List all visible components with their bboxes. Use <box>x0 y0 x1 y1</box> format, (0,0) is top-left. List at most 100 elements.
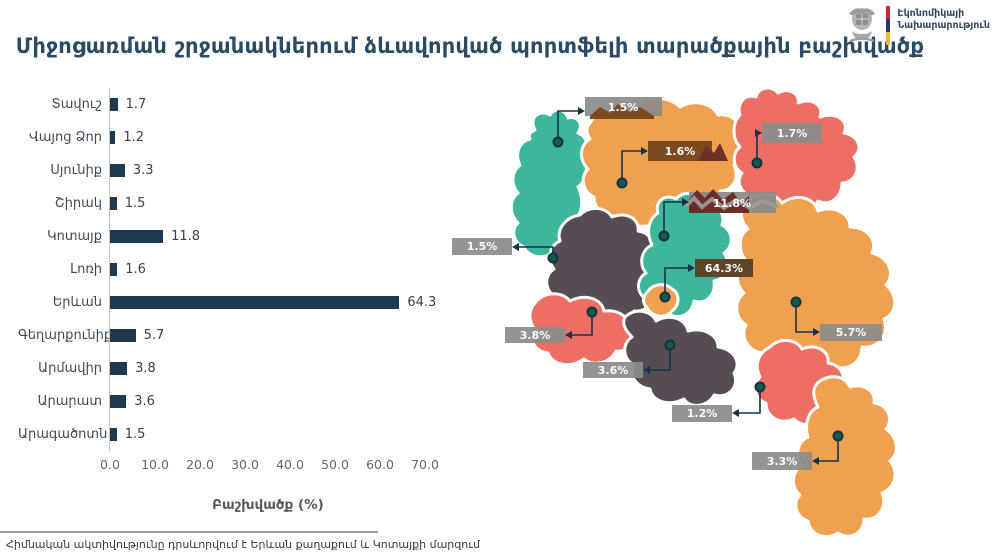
bar-category-label: Տավուշ <box>51 97 102 112</box>
x-axis-ticks: 0.0 10.0 20.0 30.0 40.0 50.0 60.0 70.0 <box>100 457 448 475</box>
x-tick-label: 60.0 <box>366 457 394 472</box>
map-label-box-armavir <box>505 327 565 343</box>
bar-category-label: Արարատ <box>37 394 102 409</box>
map-label-box-gegharkunik <box>820 324 882 341</box>
bar-track: 1.6 <box>109 253 448 286</box>
bar-row: Գեղարքունիք 5.7 <box>18 319 448 352</box>
bar-value-label: 1.5 <box>124 427 146 442</box>
region-dot-markers <box>547 136 844 442</box>
bar-track: 3.3 <box>109 154 448 187</box>
x-tick-label: 0.0 <box>100 457 120 472</box>
map-label-gegharkunik: 5.7% <box>836 326 867 339</box>
bar-row: Արմավիր 3.8 <box>18 352 448 385</box>
x-tick-label: 50.0 <box>321 457 349 472</box>
regional-bar-chart: Տավուշ 1.7 Վայոց Ձոր 1.2 Սյունիք 3.3 Շիրակ 1.5 Կ… <box>18 88 448 513</box>
bar-value-label: 3.8 <box>135 361 156 376</box>
map-label-syunik: 3.3% <box>767 455 798 468</box>
footnote: Հիմնական ակտիվությունը դրսևորվում է Երևա… <box>6 538 480 551</box>
bar-rows: Տավուշ 1.7 Վայոց Ձոր 1.2 Սյունիք 3.3 Շիրակ 1.5 Կ… <box>18 88 448 451</box>
map-label-box-aragatsotn <box>452 238 512 255</box>
x-tick-label: 40.0 <box>276 457 304 472</box>
x-tick-label: 10.0 <box>141 457 169 472</box>
map-label-armavir: 3.8% <box>520 329 551 342</box>
ministry-logo-block: Էկոնոմիկայի Նախարարություն <box>845 4 990 46</box>
bar <box>110 98 118 111</box>
map-label-yerevan: 64.3% <box>705 262 743 275</box>
map-label-vayots-dzor: 1.2% <box>687 407 718 420</box>
map-label-tavush: 1.7% <box>777 127 808 140</box>
bar-category-label: Երևան <box>52 295 102 310</box>
bar-value-label: 1.2 <box>123 130 145 145</box>
page-title: Միջոցառման շրջանակներում ձևավորված պորտֆ… <box>15 34 925 58</box>
map-label-shirak: 1.5% <box>608 101 639 114</box>
map-label-box-tavush <box>762 123 822 143</box>
bar-value-label: 5.7 <box>143 328 165 343</box>
bar-track: 3.8 <box>109 352 448 385</box>
mountain-decoration <box>590 104 779 213</box>
bar <box>110 296 400 309</box>
bar-row: Շիրակ 1.5 <box>18 187 448 220</box>
bar-category-label: Շիրակ <box>54 196 102 211</box>
bar-row: Սյունիք 3.3 <box>18 154 448 187</box>
bar-row: Կոտայք 11.8 <box>18 220 448 253</box>
map-label-box-yerevan <box>695 259 753 277</box>
bar <box>110 230 164 243</box>
bar-value-label: 1.6 <box>125 262 146 277</box>
map-label-aragatsotn: 1.5% <box>467 240 498 253</box>
x-axis-label: Բաշխվածք (%) <box>212 497 324 513</box>
bar <box>110 395 127 408</box>
bar-category-label: Լոռի <box>70 262 102 277</box>
map-label-box-vayots-dzor <box>672 405 732 422</box>
bar-value-label: 11.8 <box>171 229 201 244</box>
x-tick-label: 70.0 <box>411 457 439 472</box>
map-label-ararat: 3.6% <box>598 364 629 377</box>
map-label-lori: 1.6% <box>665 145 696 158</box>
bar-track: 11.8 <box>109 220 448 253</box>
bar-track: 1.5 <box>109 418 448 451</box>
bar-value-label: 3.3 <box>132 163 154 178</box>
bar-value-label: 3.6 <box>134 394 155 409</box>
region-syunik <box>792 375 898 538</box>
bar-category-label: Սյունիք <box>50 163 102 178</box>
bar <box>110 164 125 177</box>
bar-track: 5.7 <box>109 319 448 352</box>
bar-value-label: 1.5 <box>124 196 146 211</box>
region-tavush <box>732 86 861 215</box>
x-tick-label: 30.0 <box>231 457 259 472</box>
bar-value-label: 1.7 <box>125 97 147 112</box>
flag-blue <box>886 19 891 32</box>
bar-track: 64.3 <box>109 286 448 319</box>
map-label-box-syunik <box>752 452 812 470</box>
footer-divider <box>0 531 378 533</box>
region-ararat <box>622 309 739 407</box>
bar <box>110 362 128 375</box>
map-label-box-lori <box>648 141 712 161</box>
bar-category-label: Արագածոտն <box>18 427 108 442</box>
flag-orange <box>886 32 891 45</box>
bar-row: Լոռի 1.6 <box>18 253 448 286</box>
bar-row: Երևան 64.3 <box>18 286 448 319</box>
bar-track: 3.6 <box>109 385 448 418</box>
bar-track: 1.2 <box>109 121 448 154</box>
bar-category-label: Վայոց Ձոր <box>28 130 102 145</box>
ministry-name: Էկոնոմիկայի Նախարարություն <box>897 8 990 32</box>
bar-category-label: Կոտայք <box>47 229 102 244</box>
bar <box>110 428 117 441</box>
map-label-box-ararat <box>583 362 643 378</box>
bar <box>110 197 117 210</box>
bar <box>110 263 118 276</box>
bar-track: 1.5 <box>109 187 448 220</box>
bar-value-label: 64.3 <box>407 295 437 310</box>
x-tick-label: 20.0 <box>186 457 214 472</box>
leader-arrowheads <box>512 107 820 465</box>
bar-row: Արագածոտն 1.5 <box>18 418 448 451</box>
coat-of-arms-icon <box>849 8 876 43</box>
bar-row: Վայոց Ձոր 1.2 <box>18 121 448 154</box>
flag-red <box>886 6 891 19</box>
bar-track: 1.7 <box>109 88 448 121</box>
bar-row: Տավուշ 1.7 <box>18 88 448 121</box>
bar-category-label: Գեղարքունիք <box>18 328 113 343</box>
map-label-kotayk: 11.8% <box>713 197 751 210</box>
armenian-flag-stripe <box>886 6 891 45</box>
bar <box>110 329 136 342</box>
